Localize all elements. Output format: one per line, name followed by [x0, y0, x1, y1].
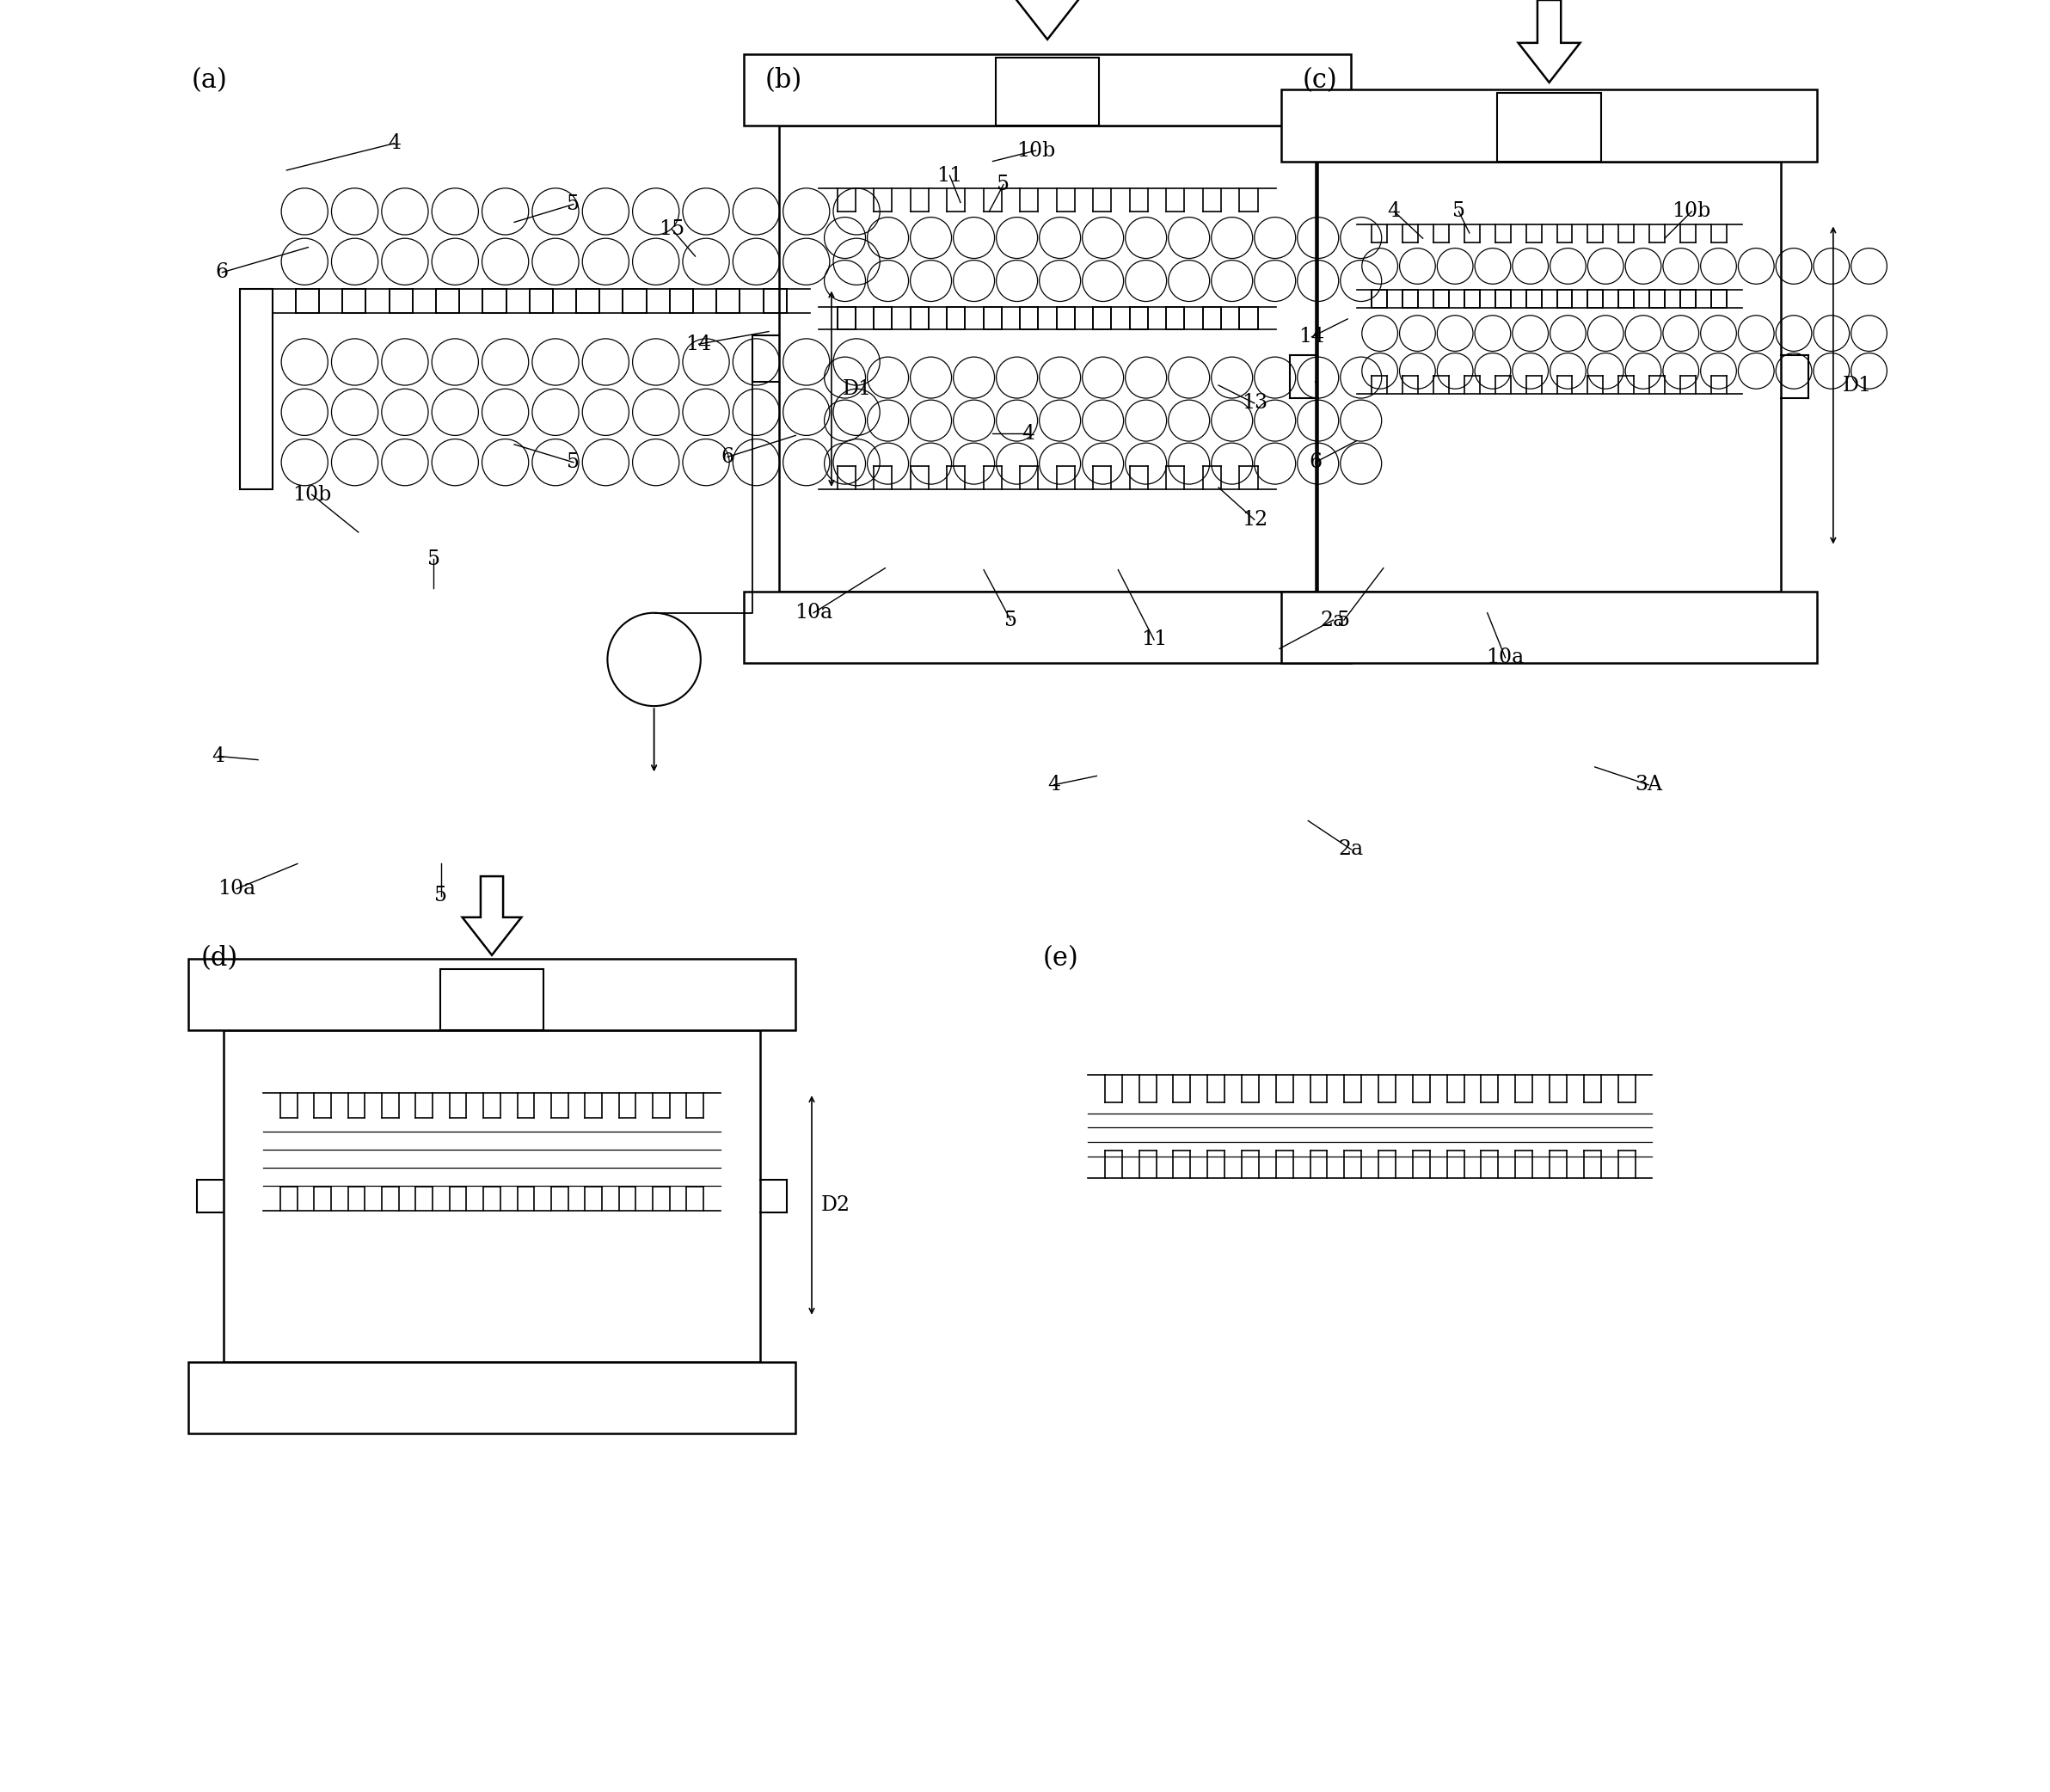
Text: 10b: 10b [293, 484, 332, 505]
Text: 5: 5 [435, 885, 447, 907]
Text: 5: 5 [568, 452, 580, 473]
Text: 4: 4 [1023, 423, 1035, 444]
Bar [189, 959, 795, 1030]
Text: 2a: 2a [1339, 839, 1363, 860]
Bar [744, 54, 1351, 125]
Text: 10b: 10b [1017, 140, 1056, 161]
Text: D1: D1 [843, 378, 871, 400]
Text: 5: 5 [996, 174, 1011, 195]
Text: 5: 5 [426, 548, 441, 570]
Text: 4: 4 [211, 745, 226, 767]
Text: (b): (b) [765, 68, 802, 93]
Text: 3A: 3A [1634, 774, 1663, 796]
Bar [996, 57, 1099, 125]
Polygon shape [463, 876, 521, 955]
Text: 10a: 10a [795, 602, 832, 624]
Text: D2: D2 [820, 1195, 851, 1215]
Text: 11: 11 [937, 165, 964, 186]
Text: 13: 13 [1242, 392, 1267, 414]
Text: 6: 6 [215, 262, 230, 283]
Text: 14: 14 [1300, 326, 1324, 348]
Bar [240, 289, 273, 489]
Text: (d): (d) [201, 946, 238, 971]
Text: 15: 15 [658, 219, 685, 240]
Text: 4: 4 [1048, 774, 1060, 796]
Text: D1: D1 [1843, 375, 1872, 396]
Text: 2a: 2a [1320, 609, 1345, 631]
Bar [1316, 161, 1781, 591]
Text: 10a: 10a [1486, 647, 1525, 668]
Text: 14: 14 [687, 333, 711, 355]
Polygon shape [1519, 0, 1581, 82]
Text: 10a: 10a [217, 878, 256, 900]
Bar [779, 125, 1316, 591]
Text: 6: 6 [722, 446, 734, 468]
Bar [189, 1362, 795, 1434]
Bar [1281, 591, 1816, 663]
Text: 5: 5 [568, 194, 580, 215]
Bar [441, 969, 543, 1030]
Polygon shape [1015, 0, 1080, 39]
Text: 5: 5 [1451, 201, 1466, 222]
Text: (a): (a) [193, 68, 228, 93]
Text: 5: 5 [1337, 609, 1351, 631]
Text: 6: 6 [1308, 452, 1322, 473]
Bar [744, 591, 1351, 663]
Text: 4: 4 [387, 133, 400, 154]
Bar [223, 1030, 761, 1362]
Bar [1496, 93, 1601, 161]
Text: (e): (e) [1043, 946, 1078, 971]
Text: 10b: 10b [1673, 201, 1712, 222]
Text: (c): (c) [1302, 68, 1339, 93]
Text: 11: 11 [1142, 629, 1166, 650]
Text: 4: 4 [1388, 201, 1400, 222]
Text: 5: 5 [1005, 609, 1017, 631]
Bar [1281, 90, 1816, 161]
Text: 12: 12 [1242, 509, 1267, 530]
